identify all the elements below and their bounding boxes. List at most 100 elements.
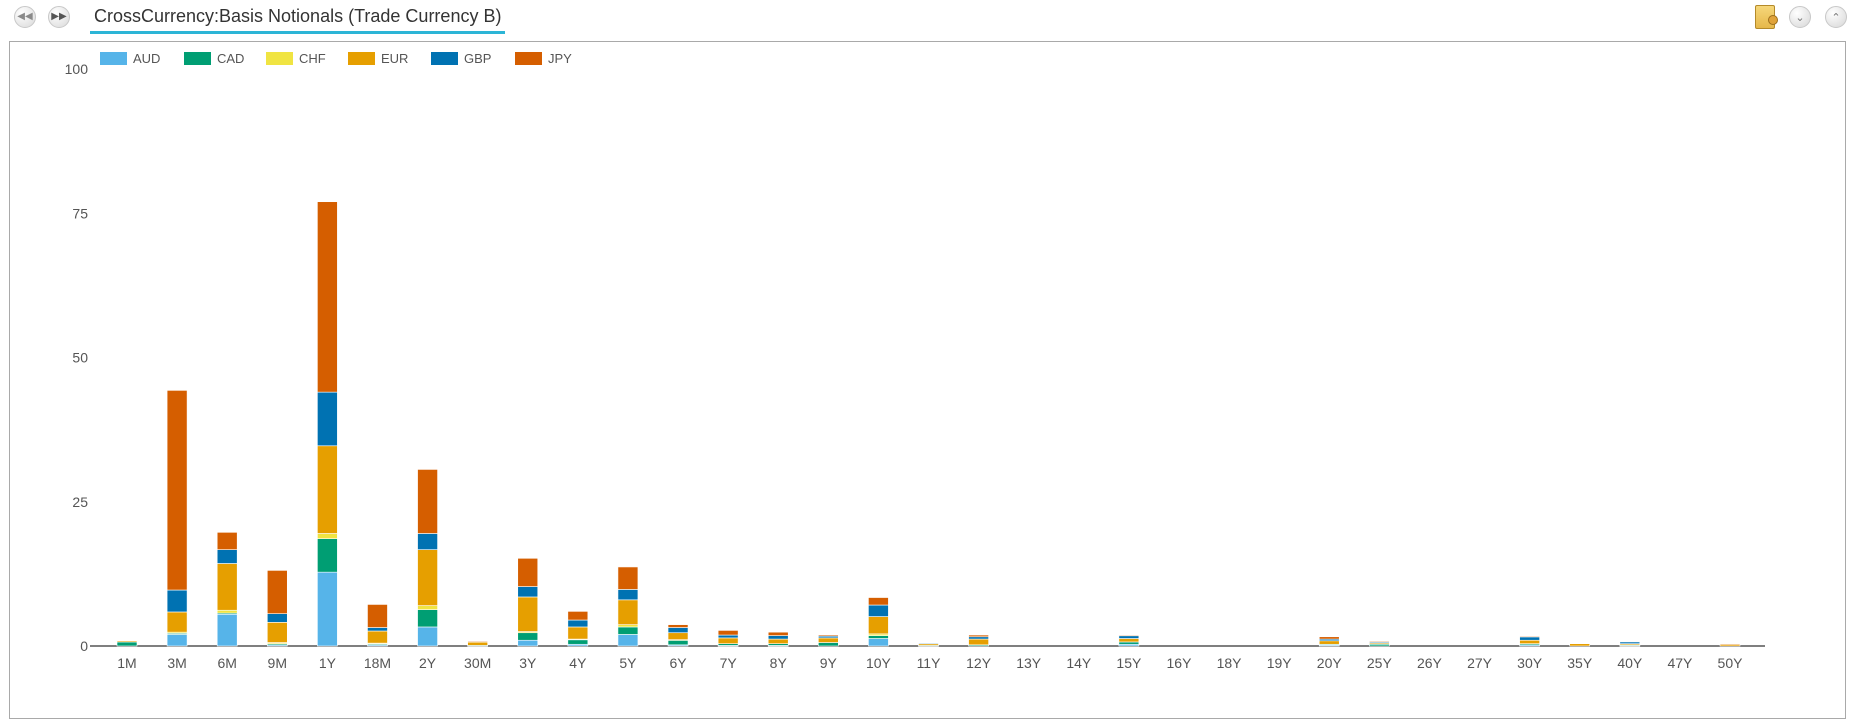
x-tick-label: 9Y	[820, 655, 838, 671]
bar-segment-gbp	[216, 549, 238, 564]
bar-segment-jpy	[868, 597, 889, 606]
rewind-icon[interactable]: ◀◀	[14, 6, 36, 28]
bar-segment-gbp	[918, 642, 939, 645]
bar-segment-eur	[968, 638, 989, 646]
bar-segment-eur	[417, 549, 438, 606]
bar-segment-eur	[818, 637, 839, 643]
bar-segment-jpy	[166, 390, 188, 591]
bar-segment-eur	[367, 630, 388, 644]
legend-label-jpy: JPY	[548, 51, 572, 66]
x-tick-label: 47Y	[1667, 655, 1693, 671]
bar-segment-jpy	[1118, 634, 1140, 637]
legend-label-aud: AUD	[133, 51, 160, 66]
bar-segment-jpy	[1318, 636, 1340, 640]
legend-label-cad: CAD	[217, 51, 244, 66]
x-tick-label: 13Y	[1016, 655, 1042, 671]
legend-label-chf: CHF	[299, 51, 326, 66]
x-tick-label: 14Y	[1066, 655, 1092, 671]
legend-swatch-chf	[266, 52, 293, 65]
bar-segment-gbp	[717, 634, 739, 639]
stacked-bar-chart: 0 25 50 75 100 1M 3M 6M 9M 1Y 18M 2Y 30M 3Y 4Y 5Y 6Y 7Y 8Y…	[65, 51, 1765, 671]
x-tick-label: 4Y	[569, 655, 587, 671]
x-tick-label: 30M	[464, 655, 491, 671]
collapse-icon[interactable]: ⌄	[1789, 6, 1811, 28]
x-tick-label: 50Y	[1718, 655, 1744, 671]
bar-segment-gbp	[417, 533, 438, 550]
bar-segment-cad	[617, 626, 639, 635]
legend-swatch-cad	[184, 52, 211, 65]
bar-segment-jpy	[517, 557, 539, 587]
bar-segment-jpy	[717, 630, 739, 636]
x-tick-label: 16Y	[1167, 655, 1193, 671]
folder-export-icon[interactable]	[1755, 5, 1778, 29]
bar-segment-cad	[317, 538, 338, 573]
bar-segment-jpy	[617, 566, 639, 590]
x-tick-label: 2Y	[419, 655, 437, 671]
bar-segment-jpy	[818, 634, 839, 637]
expand-up-icon[interactable]: ⌃	[1825, 6, 1847, 28]
y-tick-label: 50	[72, 350, 88, 366]
bar-segment-chf	[617, 624, 639, 628]
legend-label-eur: EUR	[381, 51, 408, 66]
bar-segment-gbp	[317, 391, 338, 447]
bar-segment-cad	[818, 642, 839, 647]
x-tick-label: 3Y	[519, 655, 537, 671]
x-tick-label: 8Y	[770, 655, 788, 671]
bar-segment-jpy	[1519, 635, 1540, 638]
bar-segment-jpy	[216, 532, 238, 550]
legend-swatch-jpy	[515, 52, 542, 65]
bar-segment-gbp	[968, 636, 989, 640]
bar-segment-gbp	[617, 589, 639, 601]
x-tick-label: 9M	[268, 655, 287, 671]
x-tick-label: 3M	[167, 655, 186, 671]
bar-segment-aud	[517, 639, 539, 647]
bar-segment-eur	[617, 599, 639, 625]
bar-segment-cad	[667, 639, 689, 646]
bar-segment-eur	[1318, 640, 1340, 645]
bar-segment-eur	[567, 626, 589, 640]
bar-segment-eur	[517, 596, 539, 632]
bar-segment-jpy	[266, 570, 288, 614]
x-tick-label: 12Y	[966, 655, 992, 671]
bar-segment-aud	[166, 634, 188, 647]
bar-segment-chf	[216, 609, 238, 614]
bar-segment-aud	[868, 638, 889, 647]
bar-segment-aud	[417, 626, 438, 647]
y-tick-label: 75	[72, 205, 88, 221]
bar-segment-eur	[667, 632, 689, 640]
tab-title[interactable]: CrossCurrency:Basis Notionals (Trade Cur…	[90, 3, 506, 34]
bar-segment-cad	[116, 641, 138, 647]
bar-segment-gbp	[166, 589, 188, 613]
x-tick-label: 27Y	[1467, 655, 1493, 671]
bar-segment-jpy	[467, 641, 488, 643]
x-tick-label: 35Y	[1567, 655, 1593, 671]
bar-segment-eur	[717, 637, 739, 644]
x-tick-label: 11Y	[917, 655, 942, 671]
bar-segment-chf	[417, 605, 438, 610]
bar-segment-eur	[266, 622, 288, 643]
x-tick-label: 6Y	[669, 655, 687, 671]
bar-segment-eur	[317, 445, 338, 534]
bar-segment-cad	[1118, 641, 1140, 645]
x-tick-label: 10Y	[866, 655, 892, 671]
bar-segment-gbp	[517, 586, 539, 598]
bar-segment-jpy	[1369, 641, 1390, 643]
bar-segment-cad	[567, 639, 589, 645]
bar-segment-eur	[166, 611, 188, 633]
bar-segment-aud	[317, 571, 338, 647]
fast-forward-icon[interactable]: ▶▶	[48, 6, 70, 28]
bar-segment-gbp	[667, 627, 689, 634]
bar-segment-eur	[216, 563, 238, 611]
x-tick-label: 5Y	[619, 655, 637, 671]
x-tick-label: 6M	[217, 655, 236, 671]
x-tick-label: 19Y	[1267, 655, 1293, 671]
x-tick-label: 40Y	[1617, 655, 1643, 671]
bar-segment-jpy	[767, 631, 789, 636]
bar-segment-gbp	[266, 613, 288, 623]
y-tick-label: 100	[65, 61, 89, 77]
bar-segment-eur	[1118, 638, 1140, 643]
toolbar: ◀◀ ▶▶ CrossCurrency:Basis Notionals (Tra…	[0, 0, 1855, 38]
bar-segment-jpy	[317, 201, 338, 393]
legend-swatch-gbp	[431, 52, 458, 65]
chart-panel: 0 25 50 75 100 1M 3M 6M 9M 1Y 18M 2Y 30M 3Y 4Y 5Y 6Y 7Y 8Y…	[9, 41, 1846, 719]
